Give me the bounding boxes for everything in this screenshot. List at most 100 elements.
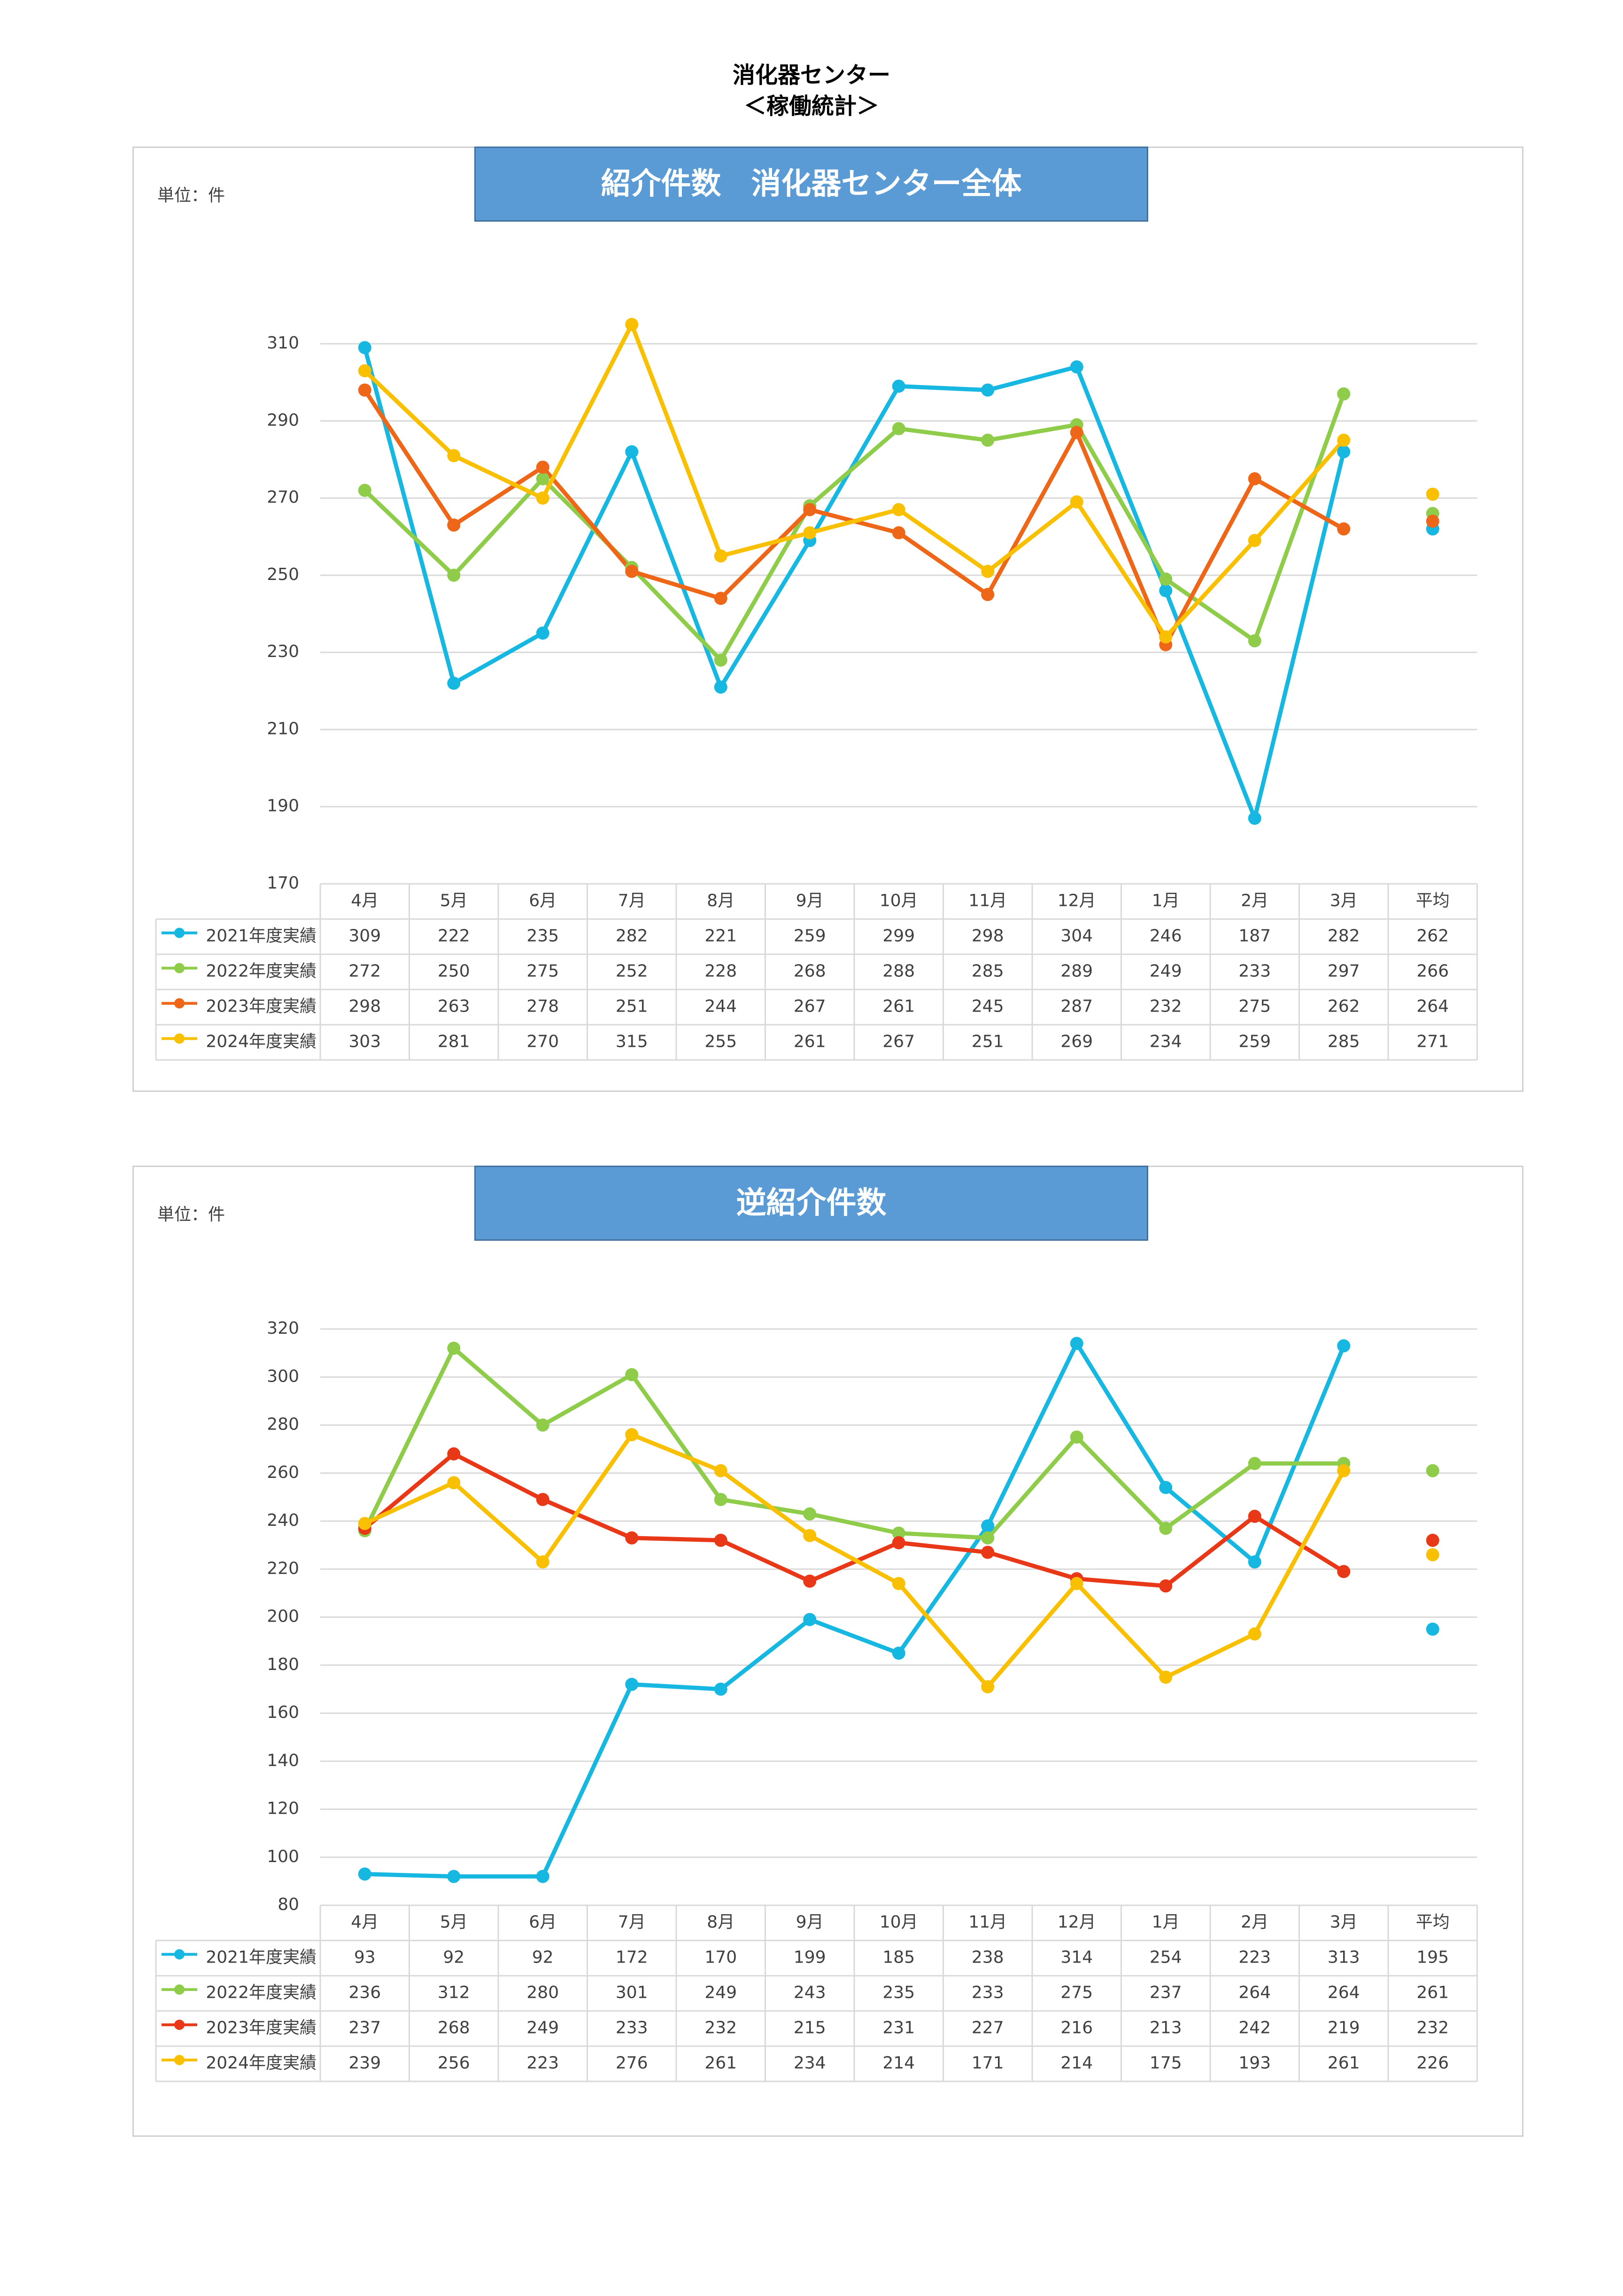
referral-unit-label: 単位：件 [157, 186, 225, 205]
y-tick-label: 260 [267, 1463, 299, 1482]
table-value: 251 [616, 997, 648, 1016]
table-value: 261 [882, 997, 915, 1016]
table-value: 303 [348, 1032, 381, 1051]
series-line [363, 1432, 1346, 1689]
data-point [447, 1447, 461, 1461]
table-value: 199 [794, 1948, 826, 1967]
table-value: 93 [354, 1948, 376, 1967]
y-tick-label: 320 [267, 1319, 299, 1338]
data-point [803, 1507, 817, 1521]
data-point [1159, 1579, 1173, 1593]
data-point [981, 383, 995, 397]
data-point [1337, 387, 1351, 401]
average-point [1426, 1533, 1439, 1547]
table-value: 243 [794, 1983, 826, 2002]
y-tick-label: 80 [278, 1895, 299, 1914]
table-value: 242 [1238, 2018, 1271, 2038]
category-label: 7月 [618, 1913, 646, 1932]
table-value: 275 [1238, 997, 1271, 1016]
data-point [892, 1647, 905, 1660]
table-avg-value: 232 [1416, 2018, 1449, 2038]
table-value: 244 [704, 997, 737, 1016]
y-tick-label: 290 [267, 410, 299, 430]
category-label: 12月 [1058, 1913, 1096, 1932]
category-label: 4月 [351, 1913, 379, 1932]
data-point [1248, 1457, 1261, 1470]
category-label: 5月 [440, 891, 468, 911]
table-value: 297 [1328, 962, 1360, 981]
table-value: 309 [348, 927, 381, 946]
table-value: 275 [526, 962, 559, 981]
table-value: 234 [794, 2054, 826, 2073]
table-value: 232 [704, 2018, 737, 2038]
table-value: 233 [616, 2018, 648, 2038]
y-tick-label: 280 [267, 1415, 299, 1434]
data-point [803, 1529, 817, 1542]
table-value: 261 [794, 1032, 826, 1051]
legend-marker [174, 2019, 185, 2030]
table-value: 261 [1328, 2054, 1360, 2073]
series-line [363, 1341, 1346, 1879]
average-point [1426, 1623, 1439, 1636]
data-point [803, 1574, 817, 1588]
table-value: 231 [882, 2018, 915, 2038]
data-point [892, 379, 905, 393]
table-value: 236 [348, 1983, 381, 2002]
y-tick-label: 200 [267, 1607, 299, 1626]
data-point [536, 491, 549, 505]
data-point [892, 503, 905, 517]
data-point [1070, 360, 1083, 374]
data-point [536, 1418, 549, 1432]
table-value: 214 [1060, 2054, 1093, 2073]
data-point [1248, 1627, 1261, 1641]
referral-chart-title: 紹介件数 消化器センター全体 [474, 147, 1148, 222]
data-point [358, 383, 371, 397]
category-label: 11月 [968, 1913, 1007, 1932]
legend-label: 2021年度実績 [206, 927, 317, 946]
page-title-line2: ＜稼働統計＞ [743, 93, 879, 119]
table-value: 261 [704, 2054, 737, 2073]
data-point [1070, 1430, 1083, 1444]
data-point [1248, 1509, 1261, 1523]
series-line [363, 392, 1346, 663]
table-value: 185 [882, 1948, 915, 1967]
data-point [714, 1682, 727, 1696]
y-tick-label: 120 [267, 1799, 299, 1818]
y-tick-label: 310 [267, 333, 299, 353]
table-value: 92 [443, 1948, 464, 1967]
table-value: 267 [882, 1032, 915, 1051]
table-value: 264 [1238, 1983, 1271, 2002]
table-value: 249 [526, 2018, 559, 2038]
table-value: 249 [704, 1983, 737, 2002]
data-point [892, 1577, 905, 1590]
table-value: 264 [1328, 1983, 1360, 2002]
data-point [358, 484, 371, 497]
table-value: 282 [616, 927, 648, 946]
data-point [1337, 433, 1351, 447]
category-label: 4月 [351, 891, 379, 911]
data-point [447, 1476, 461, 1490]
category-label: 7月 [618, 891, 646, 911]
data-point [981, 433, 995, 447]
data-point [1248, 812, 1261, 825]
legend-marker [174, 963, 185, 974]
table-value: 232 [1150, 997, 1182, 1016]
data-point [1337, 1565, 1351, 1578]
data-point [1248, 533, 1261, 547]
table-value: 278 [526, 997, 559, 1016]
data-point [358, 341, 371, 355]
data-point [892, 422, 905, 435]
legend-label: 2024年度実績 [206, 1032, 317, 1051]
data-point [625, 317, 639, 331]
data-point [714, 592, 727, 605]
y-tick-label: 140 [267, 1751, 299, 1770]
category-label: 6月 [529, 891, 556, 911]
table-value: 251 [972, 1032, 1004, 1051]
y-tick-label: 220 [267, 1559, 299, 1578]
table-value: 301 [616, 1983, 648, 2002]
table-value: 237 [348, 2018, 381, 2038]
table-avg-value: 271 [1416, 1032, 1449, 1051]
data-point [1337, 445, 1351, 458]
table-value: 268 [438, 2018, 470, 2038]
data-point [892, 1536, 905, 1550]
